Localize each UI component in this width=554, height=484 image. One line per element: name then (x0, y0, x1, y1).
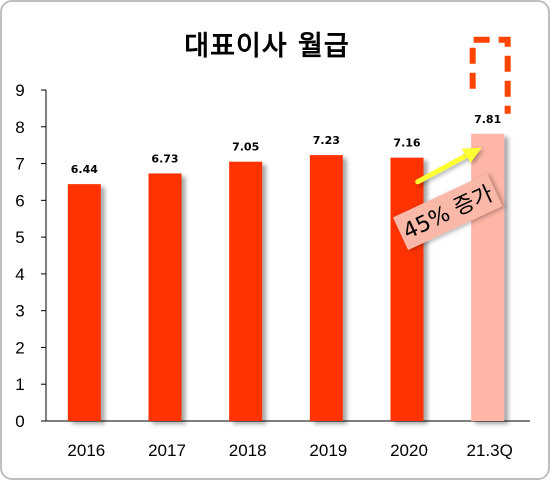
x-tick-label: 2020 (390, 441, 428, 460)
bar (229, 162, 262, 421)
y-tick-label: 3 (15, 302, 24, 321)
y-tick-label: 1 (15, 375, 24, 394)
y-tick-label: 2 (15, 338, 24, 357)
bar (391, 158, 424, 421)
bar (310, 155, 343, 421)
y-tick-label: 7 (15, 155, 24, 174)
y-tick-label: 5 (15, 228, 24, 247)
x-tick-label: 2019 (309, 441, 347, 460)
x-tick-label: 21.3Q (467, 441, 513, 460)
y-tick-label: 0 (15, 412, 24, 431)
data-label: 6.73 (151, 152, 178, 165)
x-tick-label: 2016 (67, 441, 105, 460)
y-tick-label: 6 (15, 191, 24, 210)
arrow-line (418, 154, 470, 182)
x-tick-label: 2018 (229, 441, 267, 460)
y-tick-label: 4 (15, 265, 24, 284)
bar (68, 184, 101, 421)
dashed-highlight-box (473, 40, 508, 114)
y-tick-label: 9 (15, 81, 24, 100)
data-label: 6.44 (71, 163, 98, 176)
bar (149, 173, 182, 421)
data-label: 7.05 (232, 141, 259, 154)
data-label: 7.16 (393, 137, 420, 150)
data-label: 7.81 (474, 113, 501, 126)
x-tick-label: 2017 (148, 441, 186, 460)
y-tick-label: 8 (15, 118, 24, 137)
data-label: 7.23 (313, 134, 340, 147)
